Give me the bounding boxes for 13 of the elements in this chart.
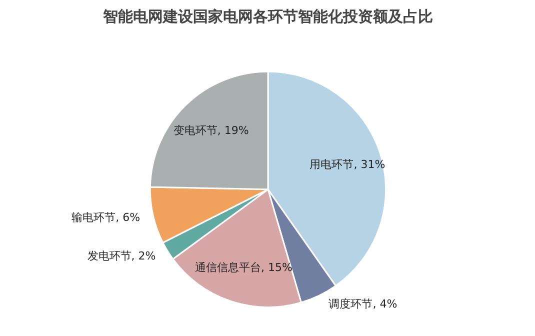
data-label: , 4% (372, 297, 398, 310)
data-label: , 31% (354, 158, 386, 172)
slice-label: 发电环节 (87, 249, 132, 262)
chart-title: 智能电网建设国家电网各环节智能化投资额及占比 (102, 8, 433, 26)
slice-label: 输电环节 (72, 211, 116, 224)
data-label: , 19% (217, 124, 249, 138)
slice-label: 调度环节 (328, 297, 373, 310)
data-label: , 2% (131, 249, 156, 262)
data-label: , 15% (260, 260, 292, 274)
slice-label: 变电环节 (173, 124, 218, 138)
data-label: , 6% (116, 211, 140, 224)
slice-label: 通信信息平台 (194, 260, 261, 274)
slice-label: 用电环节 (310, 158, 354, 172)
